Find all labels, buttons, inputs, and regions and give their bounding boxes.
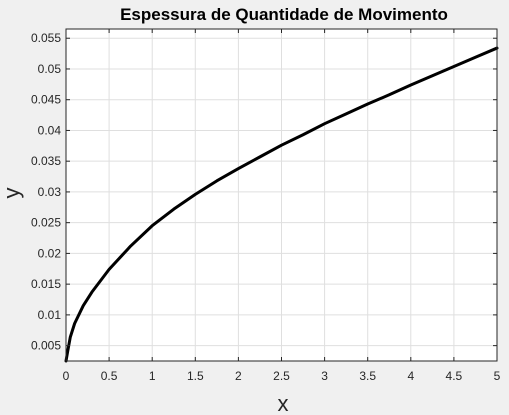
x-tick-label: 3.5: [359, 369, 376, 383]
x-tick-label: 4.5: [446, 369, 463, 383]
y-tick-label: 0.03: [38, 185, 62, 199]
x-tick-label: 3: [321, 369, 328, 383]
y-tick-labels: 0.005 0.01 0.015 0.02 0.025 0.03 0.035 0.04 0.04…: [31, 31, 61, 352]
x-tick-labels: 0 0.5 1 1.5 2 2.5 3 3.5 4 4.5 5: [63, 369, 501, 383]
x-axis-label: x: [278, 391, 289, 415]
y-tick-label: 0.045: [31, 93, 61, 107]
y-tick-label: 0.05: [38, 62, 62, 76]
series-layer: [64, 46, 499, 363]
y-axis-label: y: [0, 188, 24, 199]
x-tick-label: 0.5: [101, 369, 118, 383]
y-tick-label: 0.02: [38, 246, 62, 260]
x-tick-label: 2.5: [273, 369, 290, 383]
chart-title: Espessura de Quantidade de Movimento: [120, 5, 448, 24]
y-tick-label: 0.015: [31, 277, 61, 291]
x-tick-label: 5: [494, 369, 501, 383]
y-tick-label: 0.025: [31, 216, 61, 230]
y-tick-label: 0.01: [38, 308, 62, 322]
x-tick-label: 4: [407, 369, 414, 383]
y-tick-label: 0.005: [31, 339, 61, 353]
x-tick-label: 2: [235, 369, 242, 383]
x-tick-label: 0: [63, 369, 70, 383]
y-tick-label: 0.035: [31, 154, 61, 168]
y-tick-label: 0.055: [31, 31, 61, 45]
x-tick-label: 1: [149, 369, 156, 383]
x-tick-label: 1.5: [187, 369, 204, 383]
series-line: [64, 46, 499, 363]
ticks: [65, 29, 498, 361]
y-tick-label: 0.04: [38, 123, 62, 137]
